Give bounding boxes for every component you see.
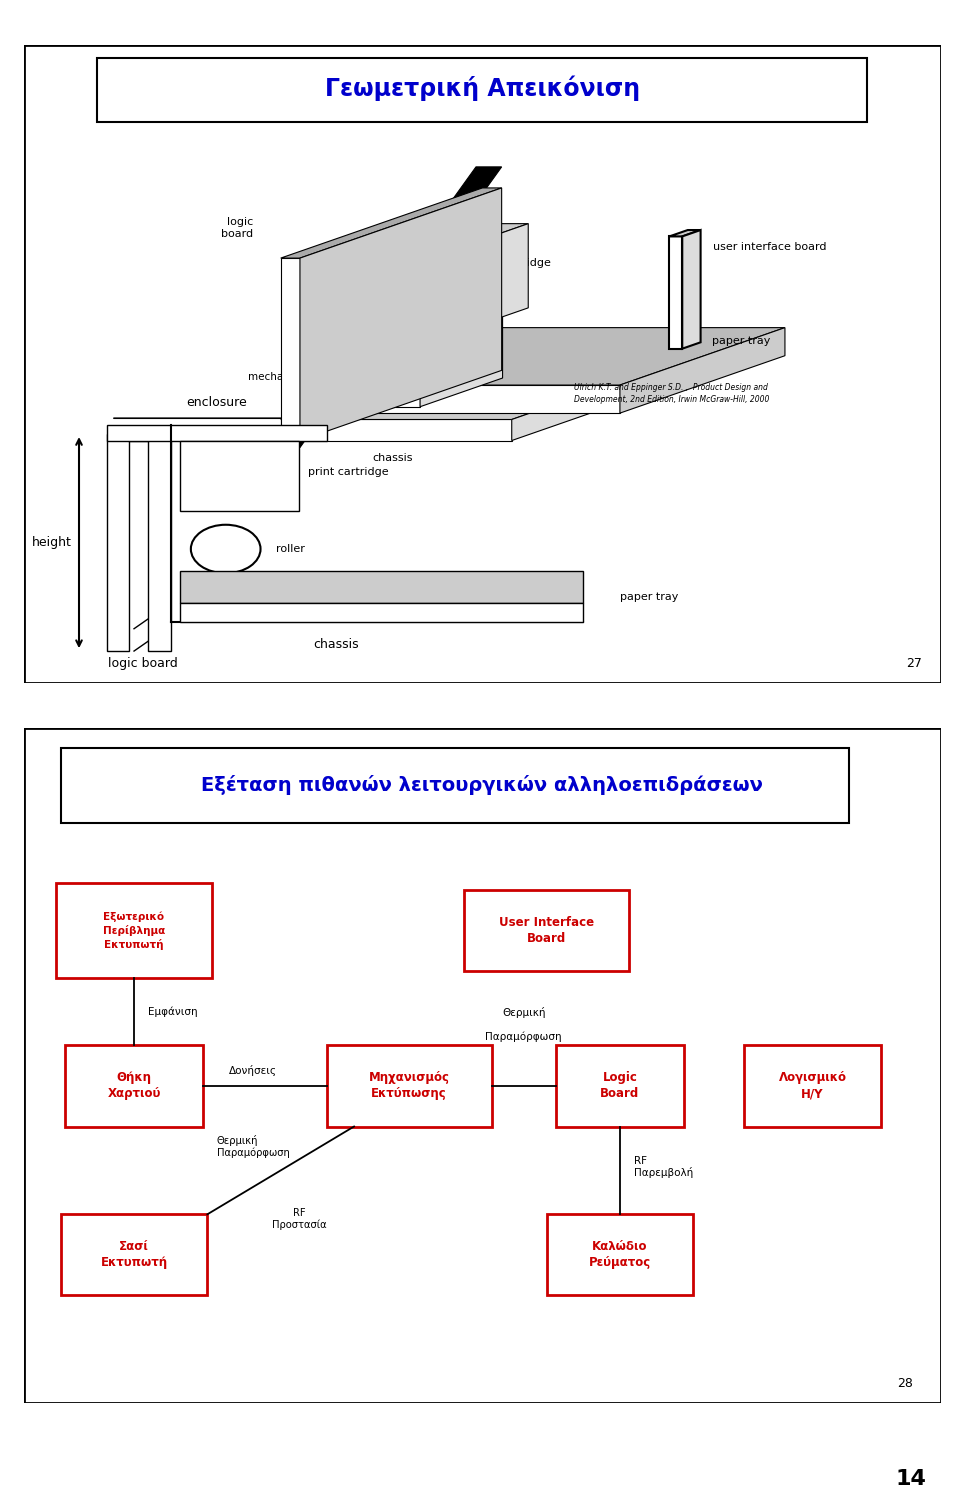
FancyBboxPatch shape xyxy=(464,890,629,971)
Polygon shape xyxy=(280,419,512,441)
Text: RF
Προστασία: RF Προστασία xyxy=(272,1207,326,1229)
Bar xyxy=(107,434,130,651)
Text: User Interface
Board: User Interface Board xyxy=(499,916,594,946)
FancyBboxPatch shape xyxy=(97,57,868,122)
Polygon shape xyxy=(669,230,701,236)
FancyBboxPatch shape xyxy=(56,883,212,979)
Text: Γεωμετρική Απεικόνιση: Γεωμετρική Απεικόνιση xyxy=(324,75,640,101)
FancyBboxPatch shape xyxy=(60,1214,207,1295)
Text: Παραμόρφωση: Παραμόρφωση xyxy=(486,1031,562,1042)
Text: Θήκη
Χαρτιού: Θήκη Χαρτιού xyxy=(108,1072,160,1100)
Text: paper tray: paper tray xyxy=(620,591,679,602)
Text: print cartridge: print cartridge xyxy=(308,467,389,477)
FancyBboxPatch shape xyxy=(556,1045,684,1126)
Text: Θερμική
Παραμόρφωση: Θερμική Παραμόρφωση xyxy=(217,1135,289,1159)
FancyBboxPatch shape xyxy=(65,1045,203,1126)
Text: Καλώδιο
Ρεύματος: Καλώδιο Ρεύματος xyxy=(588,1240,651,1270)
Polygon shape xyxy=(330,336,420,407)
Text: Ulrich K.T. and Eppinger S.D. ,  Product Design and
Development, 2nd Edition, Ir: Ulrich K.T. and Eppinger S.D. , Product … xyxy=(574,383,770,404)
FancyBboxPatch shape xyxy=(60,747,849,823)
Polygon shape xyxy=(455,224,528,333)
Text: Εξέταση πιθανών λειτουργικών αλληλοεπιδράσεων: Εξέταση πιθανών λειτουργικών αλληλοεπιδρ… xyxy=(202,776,763,796)
Text: 14: 14 xyxy=(896,1469,926,1489)
Polygon shape xyxy=(338,386,620,413)
Bar xyxy=(180,572,584,603)
Polygon shape xyxy=(280,350,713,419)
Text: Logic
Board: Logic Board xyxy=(600,1072,639,1100)
FancyBboxPatch shape xyxy=(744,1045,881,1126)
Polygon shape xyxy=(280,258,300,441)
Bar xyxy=(180,603,584,623)
Polygon shape xyxy=(420,308,503,407)
Text: Εξωτερικό
Περίβλημα
Εκτυπωτή: Εξωτερικό Περίβλημα Εκτυπωτή xyxy=(103,911,165,950)
Text: Εμφάνιση: Εμφάνιση xyxy=(148,1007,198,1016)
Text: print
cartridge: print cartridge xyxy=(501,246,552,269)
Text: enclosure: enclosure xyxy=(186,396,247,408)
Bar xyxy=(148,434,171,651)
Polygon shape xyxy=(300,188,502,441)
Text: print
mechanism: print mechanism xyxy=(248,360,308,383)
Polygon shape xyxy=(512,350,713,441)
FancyBboxPatch shape xyxy=(24,45,941,683)
Text: paper tray: paper tray xyxy=(711,336,770,347)
Text: RF
Παρεμβολή: RF Παρεμβολή xyxy=(634,1156,693,1178)
Text: 28: 28 xyxy=(898,1376,913,1390)
Text: chassis: chassis xyxy=(313,638,358,651)
Text: roller: roller xyxy=(276,543,305,554)
Polygon shape xyxy=(280,188,502,258)
FancyBboxPatch shape xyxy=(24,728,941,1403)
Bar xyxy=(107,425,326,441)
Polygon shape xyxy=(338,327,785,386)
Text: logic
board: logic board xyxy=(221,218,253,239)
Bar xyxy=(180,441,299,510)
FancyBboxPatch shape xyxy=(546,1214,693,1295)
Text: Μηχανισμός
Εκτύπωσης: Μηχανισμός Εκτύπωσης xyxy=(369,1072,449,1100)
Text: Δονήσεις: Δονήσεις xyxy=(229,1064,277,1076)
Polygon shape xyxy=(683,230,701,348)
FancyBboxPatch shape xyxy=(326,1045,492,1126)
Polygon shape xyxy=(330,308,503,336)
Text: 27: 27 xyxy=(906,657,923,669)
Text: logic board: logic board xyxy=(108,657,178,671)
Text: Λογισμικό
Η/Υ: Λογισμικό Η/Υ xyxy=(779,1072,847,1100)
Text: chassis: chassis xyxy=(372,453,413,464)
Polygon shape xyxy=(352,224,528,249)
Text: Σασί
Εκτυπωτή: Σασί Εκτυπωτή xyxy=(101,1240,168,1270)
Polygon shape xyxy=(275,167,502,447)
Polygon shape xyxy=(669,236,683,348)
Text: Θερμική: Θερμική xyxy=(502,1007,545,1018)
Text: paper: paper xyxy=(364,581,399,594)
Polygon shape xyxy=(352,249,455,333)
Circle shape xyxy=(191,525,260,573)
Polygon shape xyxy=(620,327,785,413)
Text: user interface board: user interface board xyxy=(713,242,827,252)
Text: height: height xyxy=(32,536,71,549)
